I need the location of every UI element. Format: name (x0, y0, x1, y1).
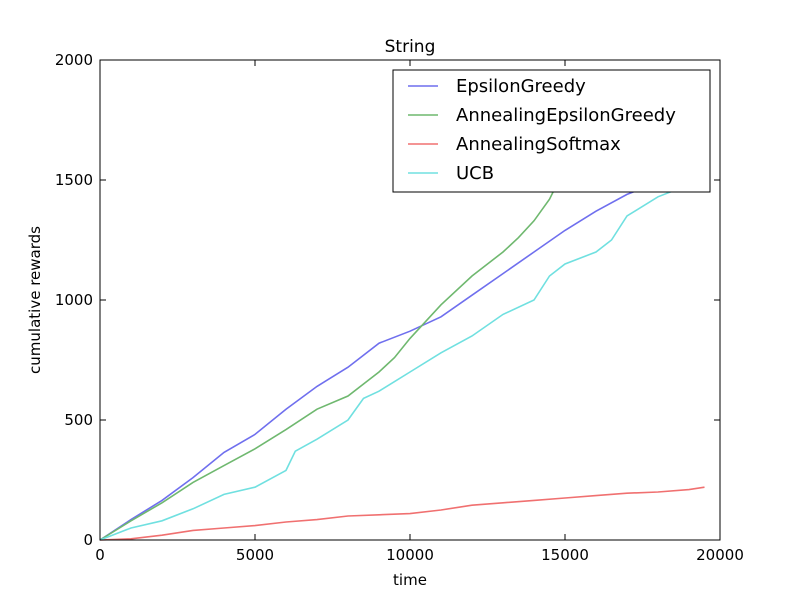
x-tick-label: 20000 (696, 546, 744, 564)
legend-label: UCB (456, 163, 494, 184)
legend-label: AnnealingEpsilonGreedy (456, 105, 676, 126)
x-tick-label: 5000 (236, 546, 274, 564)
x-tick-label: 0 (95, 546, 105, 564)
x-tick-label: 10000 (386, 546, 434, 564)
series-line-3 (99, 184, 690, 541)
y-axis-label: cumulative rewards (26, 226, 44, 374)
y-tick-label: 1000 (55, 291, 93, 309)
series-lines (99, 152, 705, 541)
x-axis-label: time (393, 571, 427, 589)
y-tick-label: 0 (83, 531, 93, 549)
series-line-0 (99, 152, 705, 541)
y-tick-label: 2000 (55, 51, 93, 69)
series-line-2 (99, 486, 705, 541)
x-axis: 0 5000 10000 15000 20000 (95, 60, 744, 564)
series-line-1 (99, 167, 566, 541)
legend-label: EpsilonGreedy (456, 76, 586, 97)
x-tick-label: 15000 (541, 546, 589, 564)
y-tick-label: 500 (64, 411, 93, 429)
legend: EpsilonGreedy AnnealingEpsilonGreedy Annea… (392, 69, 711, 193)
legend-box (392, 69, 711, 193)
legend-label: AnnealingSoftmax (456, 134, 621, 155)
chart-title: String (385, 37, 436, 57)
y-tick-label: 1500 (55, 171, 93, 189)
y-axis: 0 500 1000 1500 2000 (55, 51, 720, 549)
